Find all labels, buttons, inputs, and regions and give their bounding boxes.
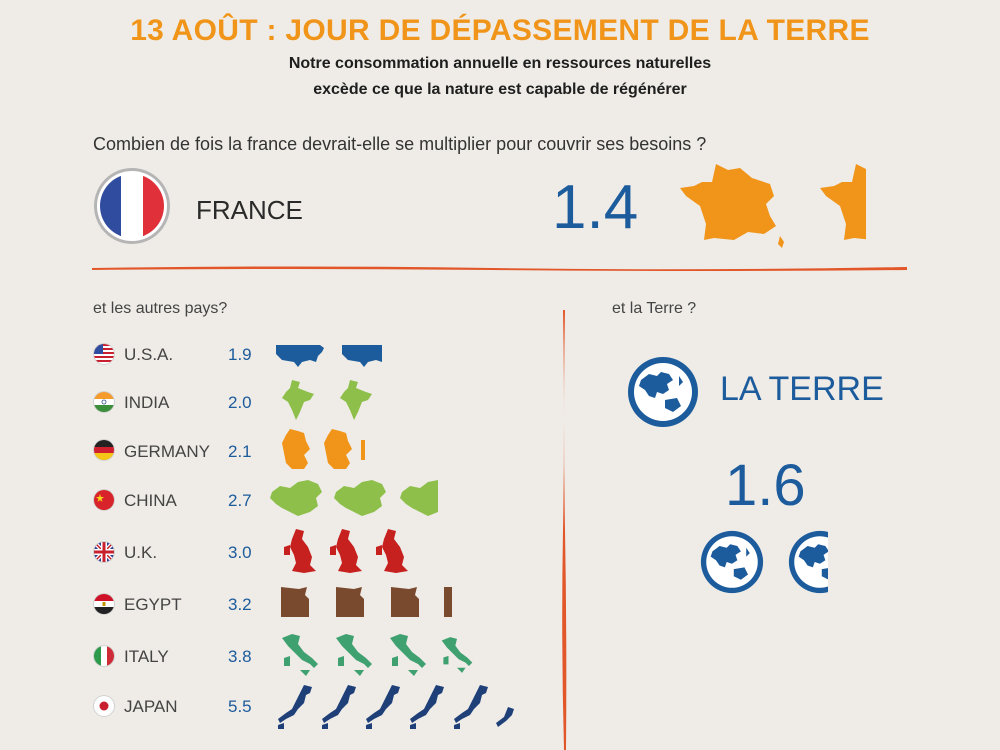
earth-globe-icon	[700, 530, 764, 594]
country-value-japan: 5.5	[228, 697, 252, 716]
usa-map-icon	[342, 345, 382, 367]
earth-heading: et la Terre ?	[612, 300, 697, 317]
horizontal-divider	[92, 266, 907, 271]
germany-map-icon	[324, 429, 352, 469]
japan-map-icon	[322, 685, 356, 729]
egypt-map-icon	[336, 587, 364, 617]
country-name-japan: JAPAN	[124, 697, 178, 716]
italy-map-icon	[390, 634, 426, 676]
country-value-uk: 3.0	[228, 543, 252, 562]
china-flag-icon	[93, 489, 115, 511]
uk-map-icon	[376, 529, 408, 573]
india-flag-icon	[93, 391, 115, 413]
usa-flag-icon	[93, 343, 115, 365]
france-label: FRANCE	[196, 195, 303, 225]
italy-map-icon	[441, 637, 473, 673]
germany-map-partial-icon	[361, 440, 365, 460]
egypt-map-partial-icon	[444, 587, 452, 617]
country-name-china: CHINA	[124, 491, 177, 510]
country-value-germany: 2.1	[228, 442, 252, 461]
japan-map-partial-icon	[496, 707, 514, 727]
subtitle-line-2: excède ce que la nature est capable de r…	[313, 81, 687, 98]
japan-flag-icon	[93, 695, 115, 717]
uk-map-icon	[330, 529, 362, 573]
earth-label: LA TERRE	[720, 370, 884, 408]
france-map-partial-icon	[820, 164, 866, 240]
germany-flag-icon	[93, 439, 115, 461]
italy-map-icon	[282, 634, 318, 676]
country-value-italy: 3.8	[228, 647, 252, 666]
china-map-partial-icon	[400, 480, 438, 516]
egypt-map-icon	[391, 587, 419, 617]
page-title: 13 AOÛT : JOUR DE DÉPASSEMENT DE LA TERR…	[130, 14, 870, 47]
country-name-germany: GERMANY	[124, 442, 210, 461]
egypt-flag-icon	[93, 593, 115, 615]
japan-map-icon	[454, 685, 488, 729]
japan-map-icon	[278, 685, 312, 729]
country-value-egypt: 3.2	[228, 595, 252, 614]
uk-map-icon	[284, 529, 316, 573]
country-name-italy: ITALY	[124, 647, 169, 666]
india-map-icon	[340, 380, 372, 420]
country-value-china: 2.7	[228, 491, 252, 510]
others-heading: et les autres pays?	[93, 300, 228, 317]
italy-map-icon	[336, 634, 372, 676]
japan-map-icon	[366, 685, 400, 729]
country-name-usa: U.S.A.	[124, 345, 174, 364]
egypt-map-icon	[281, 587, 309, 617]
country-name-egypt: EGYPT	[124, 595, 182, 614]
country-name-uk: U.K.	[124, 543, 158, 562]
france-map-icon	[680, 164, 784, 248]
china-map-icon	[334, 480, 386, 516]
subtitle-line-1: Notre consommation annuelle en ressource…	[288, 55, 712, 72]
uk-flag-icon	[93, 541, 115, 563]
country-value-india: 2.0	[228, 393, 252, 412]
china-map-icon	[270, 480, 322, 516]
vertical-divider	[562, 310, 567, 750]
india-map-icon	[282, 380, 314, 420]
country-value-usa: 1.9	[228, 345, 252, 364]
usa-map-icon	[276, 345, 324, 367]
italy-flag-icon	[93, 645, 115, 667]
earth-globe-icon	[628, 357, 698, 427]
japan-map-icon	[410, 685, 444, 729]
country-name-india: INDIA	[124, 393, 170, 412]
earth-globe-partial-icon	[788, 530, 828, 594]
france-flag-icon	[94, 168, 170, 244]
france-value: 1.4	[552, 173, 639, 242]
earth-value: 1.6	[725, 453, 806, 518]
france-question: Combien de fois la france devrait-elle s…	[93, 134, 707, 154]
germany-map-icon	[282, 429, 310, 469]
